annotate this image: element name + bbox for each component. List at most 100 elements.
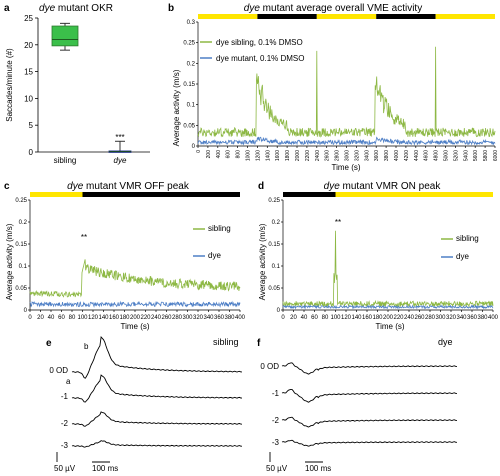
light-bar-yellow (198, 14, 258, 19)
d-plot-xtick-label: 220 (393, 315, 404, 321)
c-plot-xtick-label: 140 (98, 315, 109, 321)
panel-c-letter: c (4, 181, 10, 192)
panel-a-ytick-label: 10 (24, 94, 33, 103)
c-plot-xtick-label: 80 (69, 315, 76, 321)
b-plot-ytick-label: 0.15 (183, 82, 195, 88)
panel-a-significance: *** (115, 133, 124, 142)
d-plot-ytick-label: 0.1 (272, 264, 281, 270)
panel-d-plot: 0 0.05 0.1 0.15 0.2 0.25 0 20 40 60 80 100 120 140 160… (268, 192, 499, 321)
b-plot-xtick-label: 3200 (354, 150, 360, 161)
panel-a-xtick-sibling: sibling (54, 156, 77, 165)
d-plot-xtick-label: 200 (383, 315, 394, 321)
d-plot-xtick-label: 80 (322, 315, 329, 321)
c-plot-ytick-label: 0.05 (15, 286, 27, 292)
erg-trace-sibling-minus3 (71, 440, 242, 448)
b-plot-xtick-label: 2800 (335, 150, 341, 161)
panel-e-wave-b: b (84, 342, 89, 351)
b-plot-xtick-label: 5400 (463, 150, 469, 161)
panel-b-xlabel: Time (s) (331, 163, 360, 172)
light-bar-yellow (316, 14, 377, 19)
d-plot-xtick-label: 360 (467, 315, 478, 321)
b-plot-xtick-label: 1600 (275, 150, 281, 161)
panel-d-significance: ** (335, 218, 341, 227)
erg-trace-sibling-minus2 (71, 411, 243, 427)
c-plot-xtick-label: 100 (77, 315, 88, 321)
d-plot-xtick-label: 140 (351, 315, 362, 321)
c-plot-ytick-label: 0.25 (15, 198, 27, 204)
panel-f-letter: f (257, 338, 261, 349)
panel-d-xlabel: Time (s) (375, 322, 404, 331)
b-plot-xtick-label: 800 (236, 150, 242, 159)
light-bar-black (257, 14, 317, 19)
c-plot-ytick-label: 0.1 (19, 264, 28, 270)
panel-f-row-3: -3 (272, 438, 280, 447)
panel-c-significance: ** (81, 233, 87, 242)
d-plot-series-dye (282, 304, 494, 310)
d-plot-ytick-label: 0.05 (268, 286, 280, 292)
d-plot-xtick-label: 20 (290, 315, 297, 321)
panel-d: d dye mutant VMR ON peak 0 0.05 0.1 0.15 0.2… (258, 181, 499, 331)
d-plot-ytick-label: 0.25 (268, 198, 280, 204)
b-plot-xtick-label: 5200 (453, 150, 459, 161)
panel-d-letter: d (258, 181, 264, 192)
d-plot-xtick-label: 400 (488, 315, 499, 321)
b-plot-xtick-label: 0 (196, 150, 202, 153)
b-plot-xtick-label: 3400 (364, 150, 370, 161)
c-plot-xtick-label: 300 (182, 315, 193, 321)
panel-f-row-1: -1 (272, 389, 280, 398)
panel-a-ylabel: Saccades/minute (#) (5, 48, 14, 122)
b-plot-xtick-label: 5000 (444, 150, 450, 161)
d-plot-xtick-label: 0 (281, 315, 285, 321)
panel-f-scale-v: 50 µV (266, 464, 288, 473)
light-bar-yellow (435, 14, 495, 19)
panel-a-ytick-label: 20 (24, 41, 33, 50)
b-plot-ytick-label: 0.3 (187, 20, 196, 26)
c-plot-xtick-label: 200 (130, 315, 141, 321)
c-plot-xtick-label: 0 (28, 315, 32, 321)
b-plot-ytick-label: 0.1 (187, 103, 196, 109)
panel-e-scale-t: 100 ms (92, 464, 118, 473)
panel-f-row-0: 0 OD (260, 362, 279, 371)
light-bar-black (82, 192, 240, 197)
panel-c-ylabel: Average activity (m/s) (5, 223, 14, 300)
b-plot-ytick-label: 0.25 (183, 41, 195, 47)
panel-b-legend-green: dye sibling, 0.1% DMSO (216, 38, 303, 47)
panel-c-title: dye mutant VMR OFF peak (67, 181, 190, 192)
panel-a-ytick-label: 5 (29, 121, 34, 130)
b-plot-ytick-label: 0.05 (183, 123, 195, 129)
panel-b-letter: b (168, 3, 174, 14)
b-plot-xtick-label: 5600 (473, 150, 479, 161)
d-plot-xtick-label: 240 (404, 315, 415, 321)
panel-a: a dye mutant OKR 0 5 10 15 20 25 Saccades/min… (4, 3, 150, 165)
erg-trace-dye-minus1 (281, 388, 457, 403)
b-plot-xtick-label: 2200 (305, 150, 311, 161)
b-plot-xtick-label: 3600 (374, 150, 380, 161)
panel-c-plot: 0 0.05 0.1 0.15 0.2 0.25 0 20 40 60 80 100 120 140 160… (15, 192, 246, 321)
b-plot-xtick-label: 2600 (325, 150, 331, 161)
panel-f-traces (269, 362, 457, 463)
panel-a-ytick-label: 25 (24, 14, 33, 23)
panel-b-plot: 00.050.10.150.20.250.30 200 400 600 800 1000 1… (183, 14, 499, 161)
panel-e-scale-v: 50 µV (54, 464, 76, 473)
b-plot-ytick-label: 0 (192, 144, 196, 150)
d-plot-xtick-label: 60 (311, 315, 318, 321)
b-plot-xtick-label: 600 (226, 150, 232, 159)
light-bar-yellow (30, 192, 83, 197)
panel-d-title: dye mutant VMR ON peak (324, 181, 442, 192)
b-plot-xtick-label: 1000 (246, 150, 252, 161)
b-plot-xtick-label: 2000 (295, 150, 301, 161)
c-plot-xtick-label: 40 (48, 315, 55, 321)
d-plot-ytick-label: 0 (277, 308, 281, 314)
c-plot-series-sibling (29, 259, 241, 298)
d-plot-xtick-label: 340 (456, 315, 467, 321)
c-plot-ytick-label: 0.2 (19, 220, 28, 226)
b-plot-xtick-label: 2400 (315, 150, 321, 161)
c-plot-xtick-label: 380 (224, 315, 235, 321)
panel-e-row-2: -2 (61, 419, 69, 428)
panel-e-label: sibling (213, 337, 239, 347)
d-plot-xtick-label: 280 (425, 315, 436, 321)
d-plot-xtick-label: 320 (446, 315, 457, 321)
d-plot-xtick-label: 380 (477, 315, 488, 321)
c-plot-xtick-label: 340 (203, 315, 214, 321)
